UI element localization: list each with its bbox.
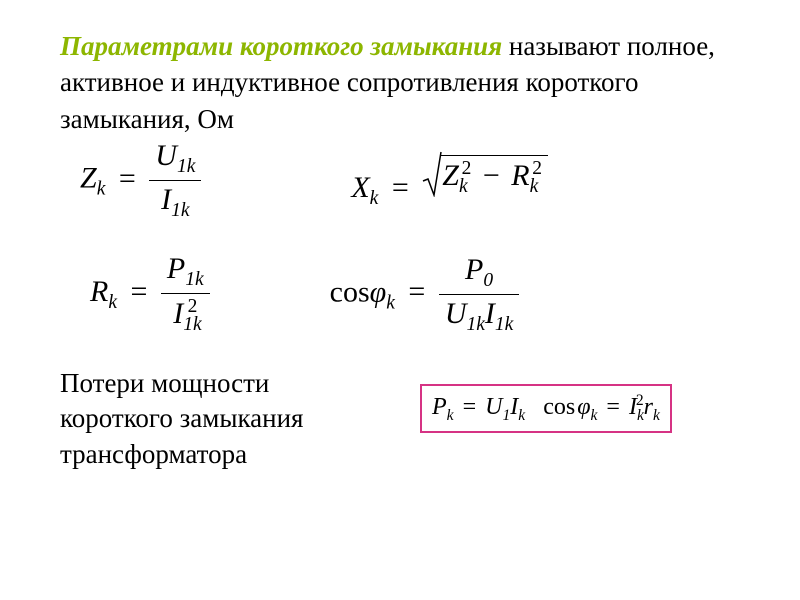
equation-pk-box: Pk = U1Ik cosφk = Ik2rk bbox=[420, 384, 672, 433]
equation-cosphi: cosφk = P0 U1kI1k bbox=[330, 253, 520, 336]
equation-zk: Zk = U1k I1k bbox=[80, 139, 201, 222]
equation-pk: Pk = U1Ik cosφk = Ik2rk bbox=[432, 392, 660, 425]
heading-paragraph: Параметрами короткого замыкания называют… bbox=[60, 28, 750, 137]
equation-xk: Xk = Zk2 − Rk2 bbox=[351, 155, 548, 222]
equation-row-2: Rk = P1k I1k2 cosφk = P0 U1kI1k bbox=[60, 252, 750, 336]
sqrt-icon bbox=[422, 151, 442, 197]
footer-text: Потери мощности короткого замыкания тран… bbox=[60, 362, 350, 471]
equation-row-1: Zk = U1k I1k Xk = Zk2 − Rk2 bbox=[60, 139, 750, 222]
equation-row-3: Потери мощности короткого замыкания тран… bbox=[60, 362, 750, 471]
title-emphasis: Параметрами короткого замыкания bbox=[60, 31, 502, 61]
equation-rk: Rk = P1k I1k2 bbox=[90, 252, 210, 336]
